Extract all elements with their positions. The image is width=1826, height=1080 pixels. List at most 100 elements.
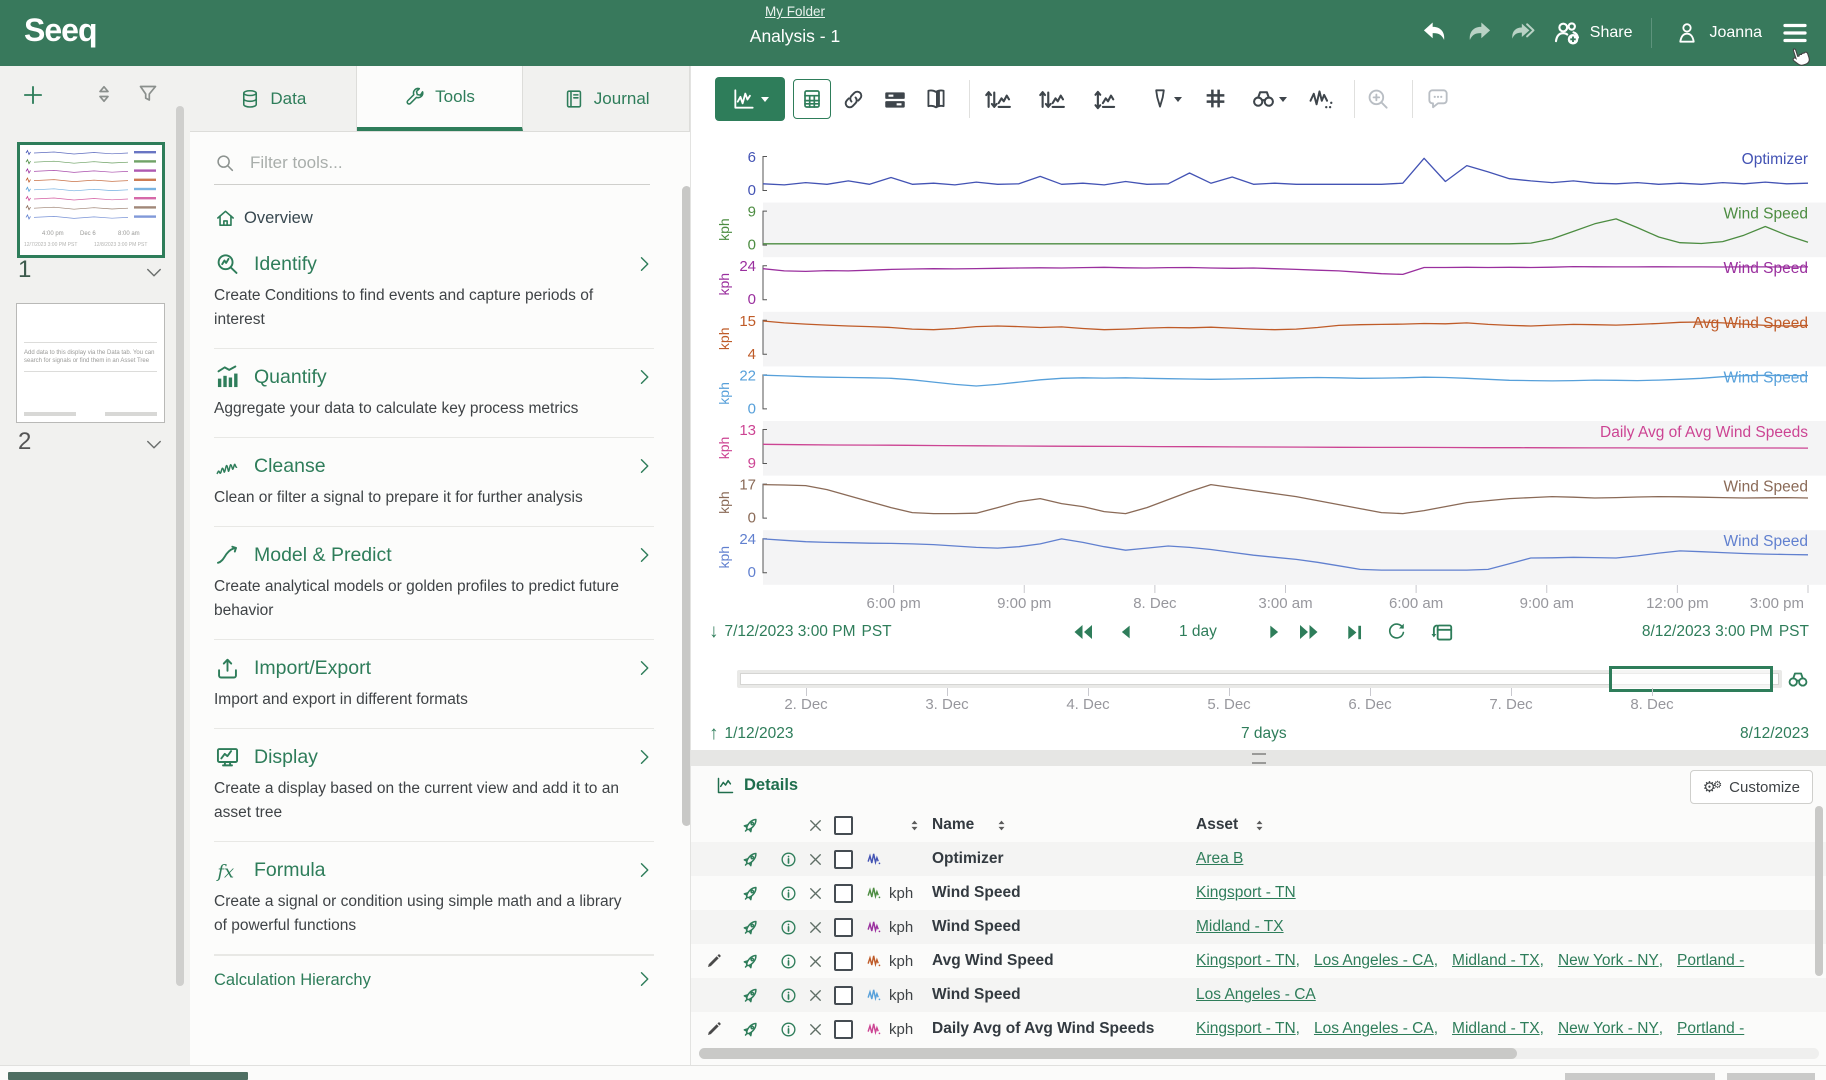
range-start-date[interactable]: 7/12/2023 3:00 PM (724, 623, 856, 640)
row-checkbox[interactable] (834, 910, 853, 944)
step-forward-much-button[interactable] (1297, 616, 1321, 648)
info-icon[interactable] (779, 944, 798, 978)
edit-pencil-icon[interactable] (705, 944, 723, 978)
details-row[interactable]: kph Daily Avg of Avg Wind Speeds Kingspo… (691, 1012, 1826, 1044)
tool-item-cleanse[interactable]: Cleanse Clean or filter a signal to prep… (214, 438, 654, 528)
gridlines-icon[interactable] (1203, 86, 1228, 111)
asset-link[interactable]: Midland - TX (1452, 1020, 1540, 1037)
investigate-end[interactable]: 8/12/2023 (1740, 725, 1809, 742)
tab-journal[interactable]: Journal (523, 66, 691, 131)
asset-link[interactable]: Kingsport - TN (1196, 952, 1296, 969)
zoom-icon[interactable] (1365, 86, 1391, 112)
view-selector-button[interactable] (715, 77, 785, 121)
row-name[interactable]: Avg Wind Speed (932, 952, 1054, 969)
range-end-date[interactable]: 8/12/2023 3:00 PM (1641, 623, 1773, 640)
share-label[interactable]: Share (1589, 24, 1633, 41)
sort-asset-icon[interactable] (1251, 808, 1268, 842)
info-icon[interactable] (779, 876, 798, 910)
remove-icon[interactable] (806, 910, 825, 944)
asset-link[interactable]: Los Angeles - CA (1313, 1020, 1434, 1037)
edit-pencil-icon[interactable] (705, 1012, 723, 1044)
link-icon[interactable] (840, 86, 867, 113)
remove-icon[interactable] (806, 978, 825, 1012)
rocket-icon[interactable] (740, 978, 761, 1012)
row-checkbox[interactable] (834, 842, 853, 876)
asset-link[interactable]: New York - NY (1557, 1020, 1659, 1037)
annotate-comment-icon[interactable] (1425, 86, 1451, 112)
remove-all-icon[interactable] (806, 808, 825, 842)
calculation-hierarchy-item[interactable]: Calculation Hierarchy (214, 955, 654, 1005)
asset-link[interactable]: Portland - (1677, 1020, 1745, 1037)
remove-icon[interactable] (806, 842, 825, 876)
tab-data[interactable]: Data (190, 66, 357, 131)
lanes-icon[interactable] (882, 87, 908, 113)
worksheet-1-menu-chevron[interactable] (144, 262, 164, 282)
worksheets-scrollbar[interactable] (176, 106, 184, 986)
worksheet-thumbnail-2[interactable]: Add data to this display via the Data ta… (16, 303, 165, 423)
calendar-step-button[interactable] (1429, 616, 1455, 648)
remove-icon[interactable] (806, 944, 825, 978)
labels-tag-icon[interactable] (1147, 86, 1182, 112)
table-view-button[interactable] (793, 79, 831, 119)
step-back-button[interactable] (1115, 616, 1137, 648)
details-horizontal-scrollbar[interactable] (699, 1048, 1819, 1059)
worksheet-thumbnail-1[interactable]: 4:00 pm Dec 6 8:00 am 12/7/2023 3:00 PM PST… (17, 142, 165, 258)
user-icon[interactable] (1670, 16, 1704, 50)
share-icon[interactable] (1550, 16, 1584, 50)
details-vertical-scrollbar[interactable] (1815, 806, 1823, 976)
rocket-icon[interactable] (740, 808, 761, 842)
asset-link[interactable]: Midland - TX (1452, 952, 1540, 969)
panel-splitter-handle[interactable] (691, 750, 1826, 766)
range-start[interactable]: ↓ 7/12/2023 3:00 PM PST (709, 616, 892, 648)
worksheet-2-menu-chevron[interactable] (144, 434, 164, 454)
normalize-y-axis-icon[interactable] (1091, 85, 1121, 115)
row-checkbox[interactable] (834, 944, 853, 978)
refresh-button[interactable] (1385, 616, 1408, 648)
hamburger-menu-icon[interactable] (1778, 16, 1812, 50)
trend-chart[interactable]: 6 0 Optimizer 9 0 kph Wind Speed 24 0 kph Wind Spe… (691, 132, 1826, 617)
tool-item-model-predict[interactable]: Model & Predict Create analytical models… (214, 527, 654, 641)
row-name[interactable]: Wind Speed (932, 918, 1021, 935)
tab-tools[interactable]: Tools (356, 66, 524, 131)
tool-item-quantify[interactable]: Quantify Aggregate your data to calculat… (214, 349, 654, 439)
dimming-binoculars-icon[interactable] (1249, 85, 1287, 114)
samples-icon[interactable] (1307, 85, 1335, 113)
row-checkbox[interactable] (834, 1012, 853, 1044)
step-to-end-button[interactable] (1343, 616, 1366, 648)
details-row[interactable]: kph Wind Speed Midland - TX (691, 910, 1826, 944)
range-start-tz[interactable]: PST (861, 623, 892, 640)
column-name-header[interactable]: Name (932, 816, 975, 833)
details-row[interactable]: kph Wind Speed Kingsport - TN (691, 876, 1826, 910)
rocket-icon[interactable] (740, 876, 761, 910)
column-asset-header[interactable]: Asset (1196, 816, 1239, 833)
worksheet-2-number[interactable]: 2 (18, 428, 32, 455)
customize-button[interactable]: ⚙⚙ Customize (1689, 770, 1813, 804)
details-row[interactable]: Optimizer Area B (691, 842, 1826, 876)
range-end[interactable]: 8/12/2023 3:00 PM PST (1642, 616, 1809, 648)
undo-button[interactable] (1418, 16, 1452, 50)
add-worksheet-button[interactable] (20, 82, 46, 108)
row-name[interactable]: Daily Avg of Avg Wind Speeds (932, 1020, 1155, 1037)
details-row[interactable]: kph Wind Speed Los Angeles - CA (691, 978, 1826, 1012)
breadcrumb[interactable]: My Folder (764, 4, 825, 19)
asset-link[interactable]: Los Angeles - CA (1196, 986, 1316, 1003)
asset-link[interactable]: Kingsport - TN (1196, 884, 1296, 901)
user-name[interactable]: Joanna (1709, 24, 1763, 41)
range-end-tz[interactable]: PST (1778, 623, 1809, 640)
row-checkbox[interactable] (834, 978, 853, 1012)
reorder-worksheets-icon[interactable] (92, 82, 116, 106)
asset-link[interactable]: Los Angeles - CA (1313, 952, 1434, 969)
tools-overview-item[interactable]: Overview (214, 207, 666, 230)
info-icon[interactable] (779, 1012, 798, 1044)
stack-axes-icon[interactable] (1037, 85, 1067, 115)
row-name[interactable]: Wind Speed (932, 986, 1021, 1003)
redo-button[interactable] (1462, 16, 1496, 50)
sort-name-icon[interactable] (993, 808, 1010, 842)
investigate-start-date[interactable]: 1/12/2023 (724, 725, 794, 742)
info-icon[interactable] (779, 842, 798, 876)
worksheet-1-number[interactable]: 1 (18, 256, 32, 283)
rocket-icon[interactable] (740, 910, 761, 944)
overview-selection-brush[interactable] (1609, 666, 1773, 692)
investigate-duration[interactable]: 7 days (1241, 725, 1287, 742)
info-icon[interactable] (779, 978, 798, 1012)
